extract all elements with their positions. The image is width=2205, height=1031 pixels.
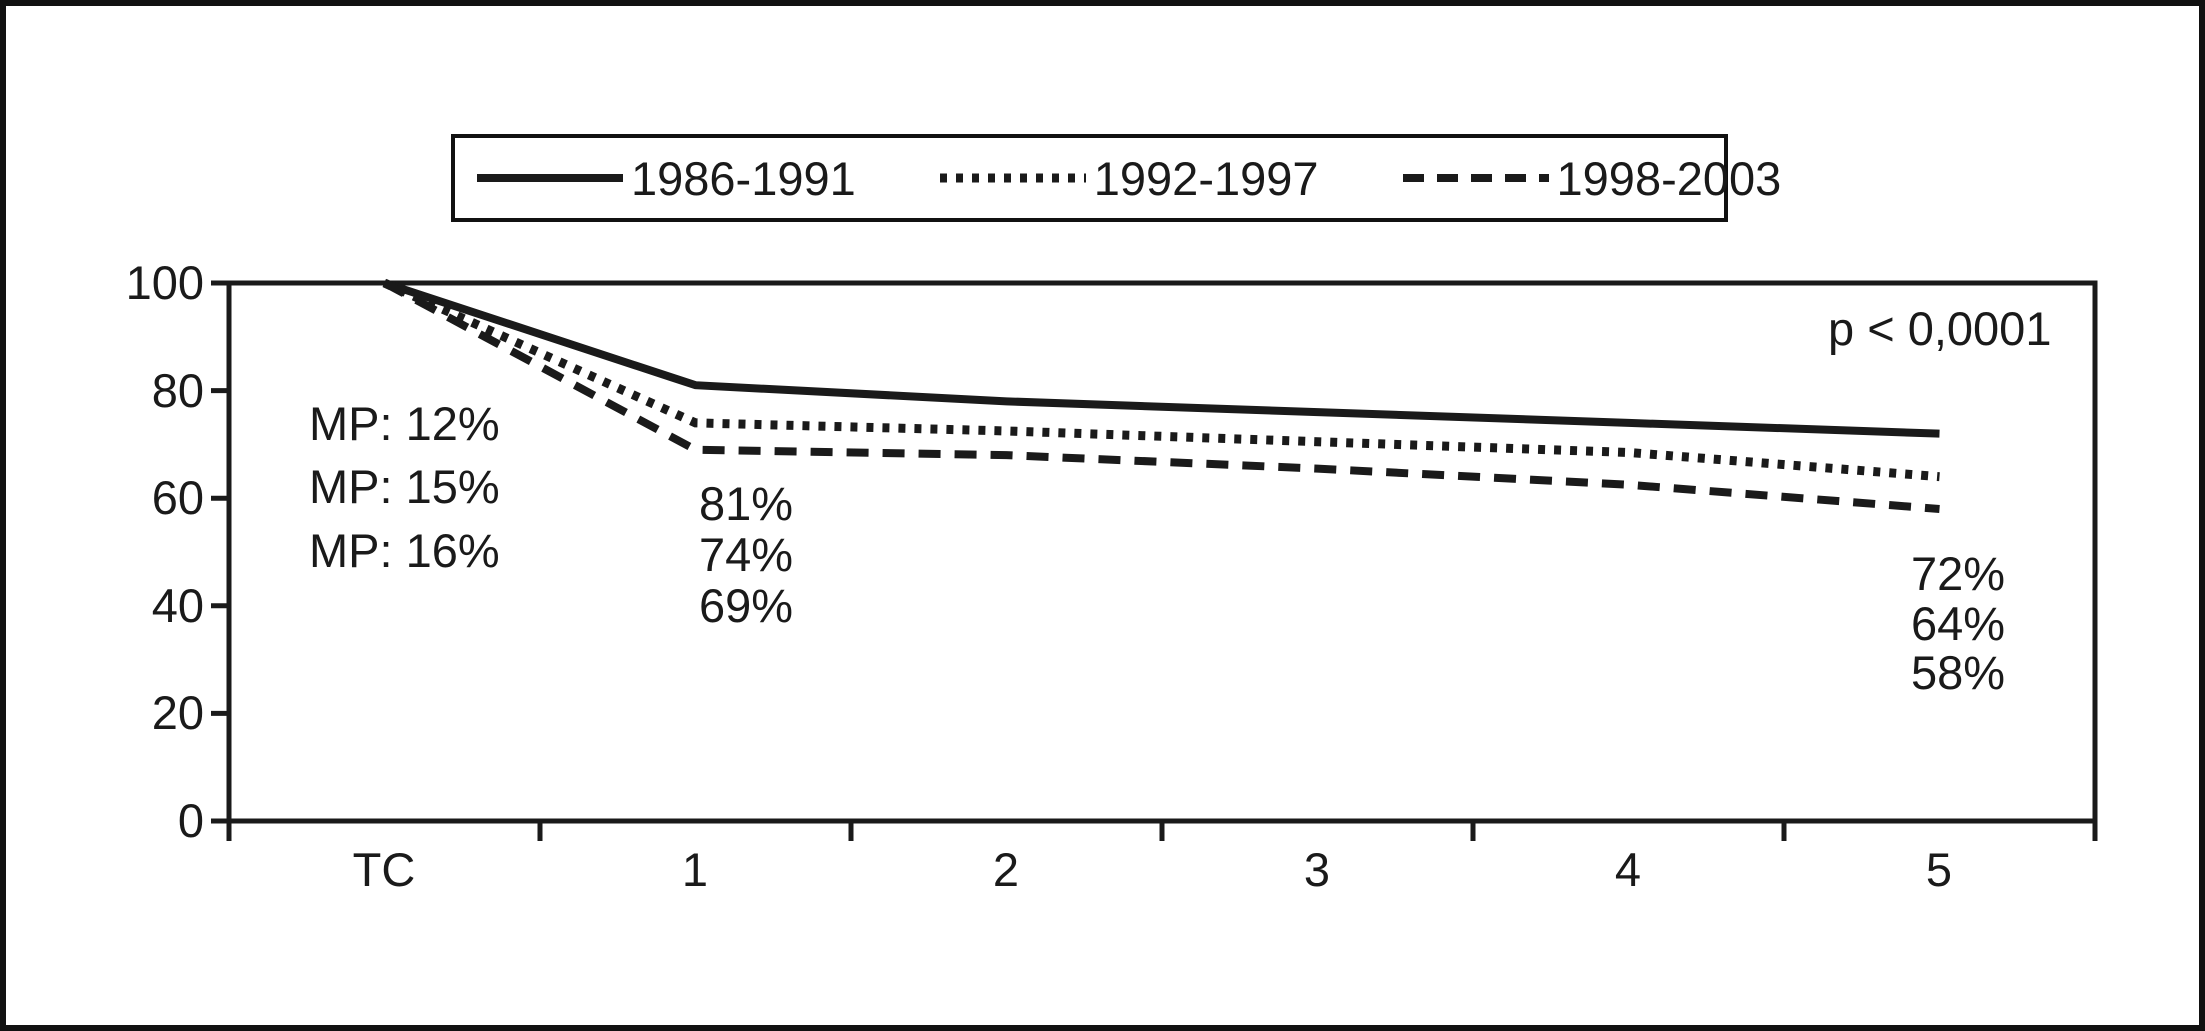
- annotation-year5-solid: 72%: [1911, 547, 2006, 600]
- y-axis-tick-label: 0: [177, 794, 204, 847]
- annotation-mp-2: MP: 15%: [309, 460, 500, 513]
- x-axis-tick-label: 5: [1925, 843, 1953, 896]
- series-line-dotted: [382, 278, 1940, 482]
- legend-item-1992-1997: 1992-1997: [939, 151, 1319, 205]
- x-axis-tick-label: 2: [992, 843, 1020, 896]
- annotation-year1-solid: 81%: [699, 477, 794, 530]
- annotation-year1-dotted: 74%: [699, 528, 794, 581]
- y-axis-tick-label: 80: [151, 364, 204, 417]
- y-axis-tick-label: 60: [151, 471, 204, 524]
- plot-area: [211, 278, 2098, 841]
- legend-label: 1998-2003: [1556, 151, 1782, 205]
- x-axis-tick-label: TC: [352, 843, 416, 896]
- x-axis-tick-label: 4: [1614, 843, 1642, 896]
- legend-label: 1992-1997: [1093, 151, 1319, 205]
- series-line-solid: [383, 279, 1940, 438]
- y-axis-tick-label: 100: [125, 256, 204, 309]
- annotation-year5-dotted: 64%: [1911, 597, 2006, 650]
- dashed-line-swatch-icon: [1402, 174, 1549, 182]
- solid-line-swatch-icon: [477, 174, 623, 182]
- annotation-mp-3: MP: 16%: [309, 524, 500, 577]
- legend: 1986-1991 1992-1997 1998-2003: [451, 134, 1781, 222]
- legend-item-1998-2003: 1998-2003: [1402, 151, 1782, 205]
- annotation-p-value: p < 0,0001: [1828, 302, 2052, 355]
- x-axis-tick-label: 3: [1303, 843, 1331, 896]
- y-axis-tick-label: 40: [151, 579, 204, 632]
- legend-item-1986-1991: 1986-1991: [477, 155, 856, 202]
- annotation-year5-dashed: 58%: [1911, 646, 2006, 699]
- annotation-mp-1: MP: 12%: [309, 397, 500, 450]
- dotted-line-swatch-icon: [939, 173, 1086, 183]
- x-axis-tick-label: 1: [681, 843, 709, 896]
- series-line-dashed: [382, 279, 1940, 513]
- annotation-year1-dashed: 69%: [699, 579, 794, 632]
- y-axis-tick-label: 20: [151, 686, 204, 739]
- legend-label: 1986-1991: [631, 151, 856, 205]
